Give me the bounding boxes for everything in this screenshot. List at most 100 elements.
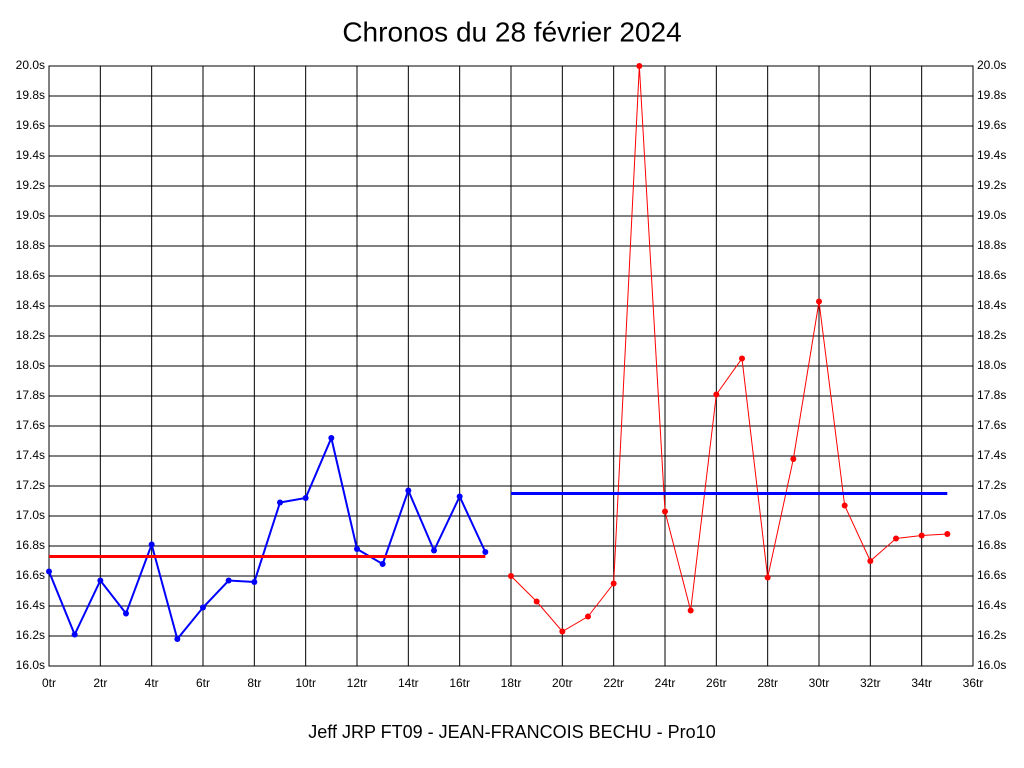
x-tick-label: 28tr: [757, 676, 778, 690]
data-point: [893, 535, 899, 542]
x-tick-label: 26tr: [706, 676, 727, 690]
data-point: [944, 531, 951, 537]
y2-tick-label: 18.0s: [977, 358, 1006, 372]
data-point: [46, 568, 52, 575]
y-tick-label: 18.8s: [16, 238, 45, 252]
y2-tick-label: 18.8s: [977, 238, 1006, 252]
x-tick-label: 20tr: [552, 676, 573, 690]
y-tick-label: 18.0s: [16, 358, 45, 372]
y-tick-label: 18.4s: [16, 298, 45, 312]
y-tick-label: 19.4s: [16, 148, 45, 162]
y2-tick-label: 16.4s: [977, 598, 1006, 612]
x-tick-label: 18tr: [501, 676, 522, 690]
data-point: [71, 631, 78, 638]
x-tick-label: 16tr: [449, 676, 470, 690]
x-tick-label: 8tr: [247, 676, 261, 690]
data-point: [482, 549, 489, 555]
y2-tick-label: 18.2s: [977, 328, 1006, 342]
y2-tick-label: 17.4s: [977, 448, 1006, 462]
x-tick-label: 24tr: [655, 676, 676, 690]
y-tick-label: 16.4s: [16, 598, 45, 612]
data-point: [405, 487, 412, 494]
chart-title: Chronos du 28 février 2024: [342, 16, 681, 47]
y2-tick-label: 17.2s: [977, 478, 1006, 492]
series-line: [510, 65, 948, 633]
x-tick-label: 10tr: [295, 676, 316, 690]
data-point: [251, 579, 258, 585]
x-tick-label: 6tr: [196, 676, 210, 690]
y2-tick-label: 19.4s: [977, 148, 1006, 162]
y-tick-label: 19.0s: [16, 208, 45, 222]
data-point: [123, 610, 129, 617]
y2-tick-label: 16.6s: [977, 568, 1006, 582]
x-tick-label: 14tr: [398, 676, 419, 690]
y-tick-label: 17.8s: [16, 388, 45, 402]
data-point: [610, 580, 617, 587]
y-tick-label: 17.6s: [16, 418, 45, 432]
y-tick-label: 19.8s: [16, 88, 45, 102]
y-tick-label: 17.0s: [16, 508, 45, 522]
data-point: [687, 607, 694, 614]
y2-tick-label: 18.6s: [977, 268, 1006, 282]
y-tick-label: 16.6s: [16, 568, 45, 582]
y2-tick-label: 16.2s: [977, 628, 1006, 642]
x-tick-label: 22tr: [603, 676, 624, 690]
data-point: [585, 613, 591, 620]
data-point: [456, 493, 463, 500]
y2-tick-label: 20.0s: [977, 58, 1006, 72]
data-point: [790, 456, 797, 462]
y-tick-label: 17.4s: [16, 448, 45, 462]
x-tick-label: 4tr: [145, 676, 159, 690]
y-tick-label: 20.0s: [16, 58, 45, 72]
data-point: [174, 636, 181, 642]
y-tick-label: 19.2s: [16, 178, 45, 192]
data-point: [816, 298, 822, 305]
y-tick-label: 16.2s: [16, 628, 45, 642]
y-tick-label: 16.8s: [16, 538, 45, 552]
x-tick-label: 30tr: [809, 676, 830, 690]
y2-tick-label: 18.4s: [977, 298, 1006, 312]
y2-tick-label: 17.8s: [977, 388, 1006, 402]
data-point: [328, 435, 335, 441]
y2-tick-label: 17.0s: [977, 508, 1006, 522]
x-tick-label: 12tr: [347, 676, 368, 690]
y2-tick-label: 17.6s: [977, 418, 1006, 432]
data-point: [636, 63, 643, 69]
series-line: [48, 434, 487, 642]
x-tick-label: 2tr: [93, 676, 107, 690]
data-point: [354, 546, 360, 552]
data-point: [200, 604, 206, 611]
y2-tick-label: 19.0s: [977, 208, 1006, 222]
y-tick-label: 18.6s: [16, 268, 45, 282]
data-point: [508, 573, 514, 579]
data-point: [559, 628, 566, 635]
data-point: [662, 508, 668, 515]
data-point: [764, 574, 771, 581]
data-point: [841, 502, 848, 509]
x-tick-label: 36tr: [963, 676, 984, 690]
data-point: [302, 495, 309, 501]
x-tick-label: 0tr: [42, 676, 56, 690]
data-point: [225, 577, 232, 584]
data-point: [867, 558, 874, 564]
data-point: [533, 598, 540, 605]
data-point: [918, 532, 925, 539]
y-tick-label: 16.0s: [16, 658, 45, 672]
data-point: [713, 391, 720, 398]
data-point: [97, 577, 104, 584]
y2-tick-label: 16.0s: [977, 658, 1006, 672]
data-point: [431, 547, 437, 554]
y-tick-label: 17.2s: [16, 478, 45, 492]
data-point: [379, 561, 386, 567]
x-tick-label: 32tr: [860, 676, 881, 690]
y2-tick-label: 19.2s: [977, 178, 1006, 192]
chart-subtitle: Jeff JRP FT09 - JEAN-FRANCOIS BECHU - Pr…: [308, 722, 715, 742]
y2-tick-label: 19.6s: [977, 118, 1006, 132]
y-tick-label: 18.2s: [16, 328, 45, 342]
x-tick-label: 34tr: [911, 676, 932, 690]
y2-tick-label: 16.8s: [977, 538, 1006, 552]
data-point: [148, 541, 155, 548]
data-point: [277, 499, 283, 506]
